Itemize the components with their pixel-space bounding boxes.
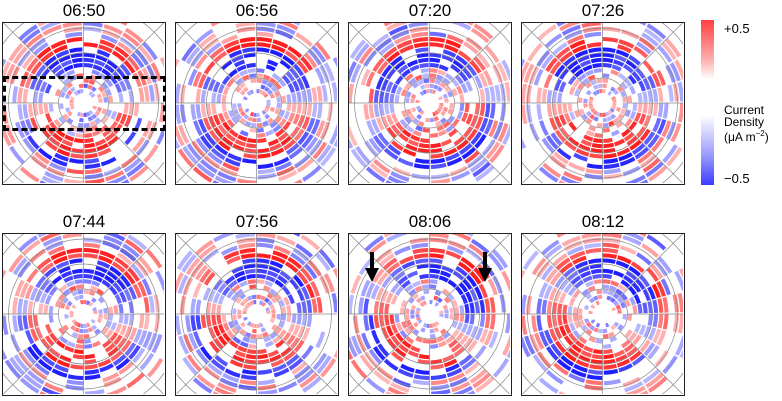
panel-title-0756: 07:56 bbox=[235, 212, 279, 231]
arrow-down-icon bbox=[478, 252, 492, 282]
colorbar-max-label: +0.5 bbox=[724, 21, 750, 36]
panel-title-0650: 06:50 bbox=[62, 1, 106, 20]
polar-plot bbox=[3, 23, 164, 183]
panel-title-0726: 07:26 bbox=[581, 1, 625, 20]
colorbar-title: Current Density (μA m−2) bbox=[724, 104, 769, 143]
polar-panel-0812 bbox=[521, 233, 685, 396]
colorbar-unit: (μA m bbox=[724, 130, 756, 144]
polar-plot bbox=[349, 234, 510, 394]
colorbar-title-line2: Density bbox=[724, 115, 765, 129]
colorbar bbox=[701, 20, 714, 185]
dashed-box-annotation bbox=[3, 76, 166, 131]
colorbar-unit-exponent: −2 bbox=[755, 129, 765, 138]
polar-plot bbox=[349, 23, 510, 183]
polar-plot bbox=[522, 23, 683, 183]
arrow-down-icon bbox=[365, 252, 379, 282]
polar-plot bbox=[3, 234, 164, 394]
colorbar-title-line1: Current bbox=[724, 103, 765, 117]
panel-title-0744: 07:44 bbox=[62, 212, 106, 231]
polar-panel-0756 bbox=[175, 233, 339, 396]
polar-panel-0720 bbox=[348, 22, 512, 185]
panel-title-0656: 06:56 bbox=[235, 1, 279, 20]
polar-plot bbox=[176, 23, 337, 183]
polar-panel-0650 bbox=[2, 22, 166, 185]
colorbar-min-label: −0.5 bbox=[724, 171, 750, 186]
panel-title-0806: 08:06 bbox=[408, 212, 452, 231]
polar-panel-0656 bbox=[175, 22, 339, 185]
panel-title-0812: 08:12 bbox=[581, 212, 625, 231]
polar-plot bbox=[176, 234, 337, 394]
panel-title-0720: 07:20 bbox=[408, 1, 452, 20]
polar-panel-0744 bbox=[2, 233, 166, 396]
colorbar-title-line3: (μA m−2) bbox=[724, 128, 769, 143]
polar-plot bbox=[522, 234, 683, 394]
colorbar-unit-close: ) bbox=[764, 130, 769, 144]
polar-panel-0726 bbox=[521, 22, 685, 185]
